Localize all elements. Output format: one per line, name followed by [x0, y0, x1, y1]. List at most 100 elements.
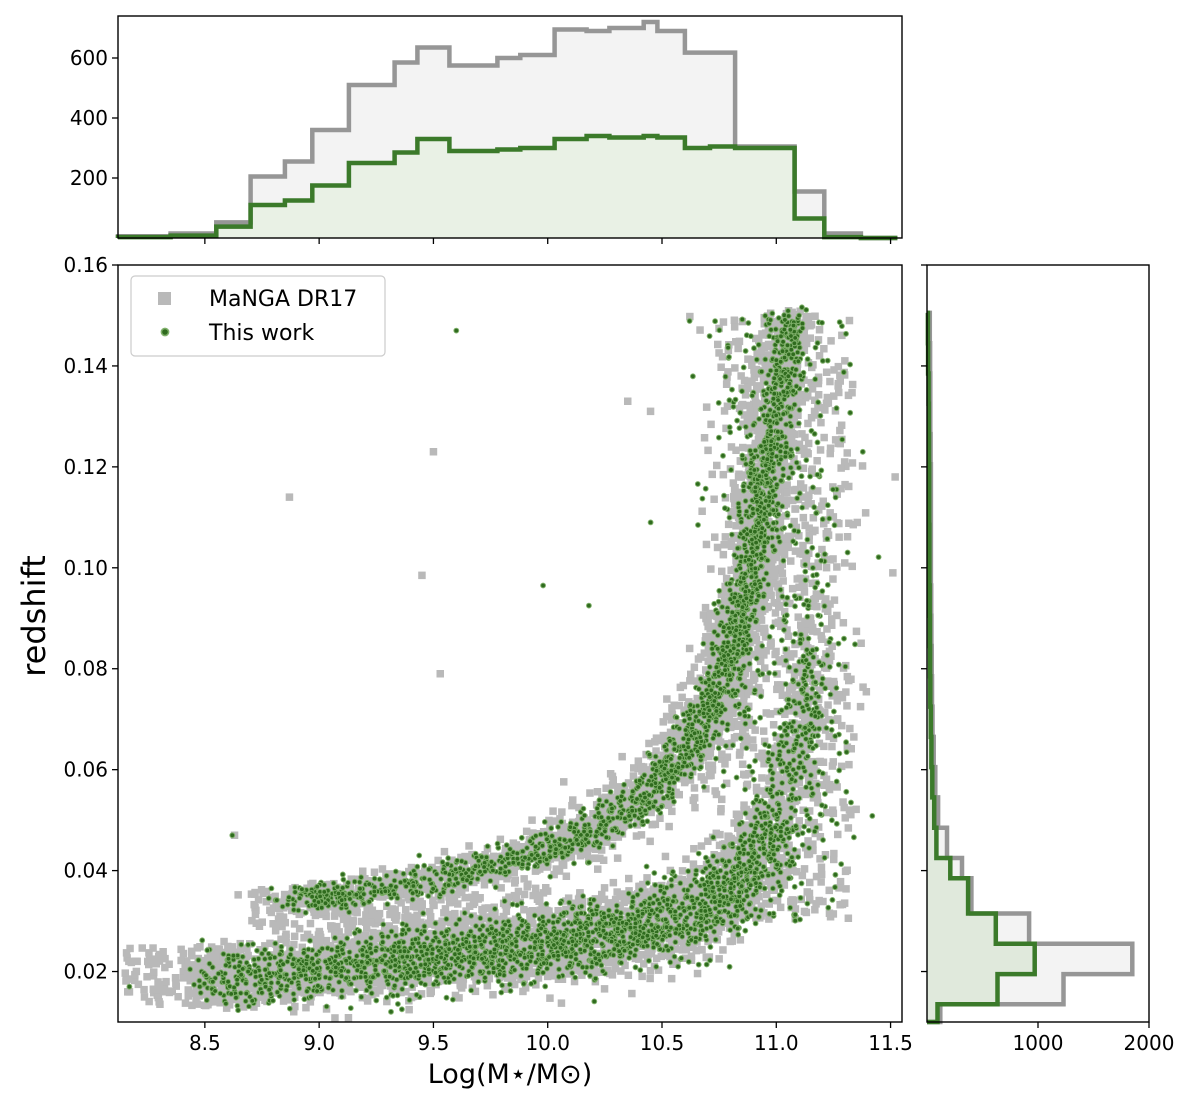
scatter-point-manga-dr17: [630, 782, 639, 791]
scatter-point-manga-dr17: [460, 913, 468, 922]
scatter-point-manga-dr17: [495, 973, 504, 982]
scatter-point-manga-dr17: [675, 719, 683, 727]
scatter-point-manga-dr17: [790, 315, 799, 323]
scatter-point-manga-dr17: [558, 808, 566, 816]
scatter-point-manga-dr17: [302, 1003, 310, 1012]
scatter-point-manga-dr17: [359, 881, 367, 890]
scatter-point-manga-dr17: [239, 1003, 248, 1011]
scatter-point-manga-dr17: [740, 520, 748, 528]
scatter-point-manga-dr17: [718, 697, 726, 706]
scatter-point-manga-dr17: [234, 891, 242, 899]
scatter-point-manga-dr17: [347, 987, 355, 996]
scatter-point-manga-dr17: [369, 879, 378, 887]
scatter-point-manga-dr17: [664, 801, 672, 809]
scatter-point-manga-dr17: [489, 991, 497, 999]
top-histogram-frame: [117, 15, 903, 239]
scatter-point-manga-dr17: [686, 776, 695, 784]
scatter-point-manga-dr17: [701, 894, 709, 902]
scatter-point-manga-dr17: [452, 926, 460, 934]
scatter-point-manga-dr17: [780, 551, 789, 559]
scatter-point-manga-dr17: [790, 416, 798, 425]
scatter-point-manga-dr17: [596, 854, 604, 863]
scatter-point-manga-dr17: [678, 882, 686, 890]
scatter-point-manga-dr17: [714, 928, 723, 936]
scatter-point-manga-dr17: [732, 522, 740, 530]
scatter-point-manga-dr17: [321, 986, 329, 994]
scatter-point-manga-dr17: [567, 831, 576, 839]
scatter-point-manga-dr17: [722, 574, 731, 583]
scatter-point-manga-dr17: [629, 772, 638, 780]
scatter-point-manga-dr17: [793, 362, 801, 370]
scatter-point-manga-dr17: [290, 940, 298, 949]
scatter-point-manga-dr17: [572, 966, 580, 974]
scatter-point-manga-dr17: [728, 603, 736, 612]
scatter-point-manga-dr17: [621, 961, 629, 970]
scatter-point-manga-dr17: [550, 870, 558, 879]
scatter-point-manga-dr17: [644, 770, 653, 778]
scatter-point-manga-dr17: [708, 761, 717, 769]
scatter-point-manga-dr17: [715, 852, 724, 860]
scatter-point-manga-dr17: [818, 781, 827, 789]
scatter-point-manga-dr17: [261, 991, 270, 999]
scatter-point-manga-dr17: [309, 879, 317, 888]
scatter-point-manga-dr17: [794, 411, 802, 419]
scatter-point-manga-dr17: [522, 827, 531, 836]
scatter-point-manga-dr17: [536, 849, 544, 857]
scatter-point-manga-dr17: [589, 810, 597, 818]
scatter-point-manga-dr17: [386, 870, 394, 878]
scatter-point-manga-dr17: [235, 999, 243, 1008]
scatter-point-manga-dr17: [701, 637, 710, 645]
scatter-point-manga-dr17: [665, 822, 673, 831]
scatter-point-manga-dr17: [750, 404, 758, 412]
scatter-point-manga-dr17: [436, 883, 445, 891]
scatter-point-manga-dr17: [455, 994, 463, 1002]
scatter-point-manga-dr17: [705, 752, 713, 761]
scatter-point-manga-dr17: [733, 667, 741, 676]
scatter-point-manga-dr17: [801, 319, 810, 327]
scatter-point-manga-dr17: [713, 612, 721, 621]
scatter-point-manga-dr17: [795, 817, 803, 825]
scatter-point-manga-dr17: [656, 814, 664, 822]
scatter-point-manga-dr17: [666, 952, 674, 961]
scatter-point-manga-dr17: [420, 879, 428, 888]
scatter-point-manga-dr17: [676, 683, 685, 692]
scatter-point-manga-dr17: [543, 972, 552, 981]
scatter-point-manga-dr17: [545, 816, 553, 825]
scatter-point-manga-dr17: [383, 997, 391, 1006]
scatter-point-manga-dr17: [411, 875, 420, 883]
scatter-point-manga-dr17: [585, 855, 593, 863]
scatter-point-manga-dr17: [343, 915, 352, 923]
scatter-point-manga-dr17: [659, 731, 668, 740]
scatter-point-manga-dr17: [427, 988, 435, 996]
scatter-point-manga-dr17: [727, 723, 735, 732]
scatter-point-manga-dr17: [770, 599, 779, 607]
scatter-point-manga-dr17: [682, 855, 690, 863]
scatter-point-manga-dr17: [741, 659, 749, 667]
scatter-point-manga-dr17: [717, 611, 725, 619]
scatter-point-manga-dr17: [775, 530, 783, 539]
scatter-point-manga-dr17: [706, 611, 714, 620]
scatter-point-manga-dr17: [250, 1003, 258, 1011]
scatter-point-manga-dr17: [434, 975, 443, 983]
scatter-point-manga-dr17: [558, 975, 567, 983]
scatter-point-manga-dr17: [331, 1014, 339, 1022]
scatter-point-manga-dr17: [589, 901, 597, 909]
scatter-point-manga-dr17: [790, 442, 799, 451]
scatter-point-manga-dr17: [396, 870, 404, 879]
scatter-point-manga-dr17: [186, 977, 194, 985]
scatter-point-manga-dr17: [439, 976, 448, 985]
scatter-point-manga-dr17: [434, 856, 442, 865]
scatter-point-manga-dr17: [224, 948, 232, 957]
scatter-point-manga-dr17: [800, 588, 809, 596]
scatter-point-manga-dr17: [510, 868, 518, 877]
scatter-point-manga-dr17: [528, 914, 536, 922]
scatter-point-manga-dr17: [718, 755, 726, 763]
scatter-point-manga-dr17: [359, 867, 367, 875]
scatter-point-manga-dr17: [820, 742, 828, 751]
scatter-point-manga-dr17: [562, 905, 570, 914]
scatter-point-manga-dr17: [760, 407, 768, 415]
scatter-point-manga-dr17: [689, 796, 697, 805]
scatter-point-manga-dr17: [545, 911, 553, 920]
scatter-point-manga-dr17: [423, 978, 431, 986]
